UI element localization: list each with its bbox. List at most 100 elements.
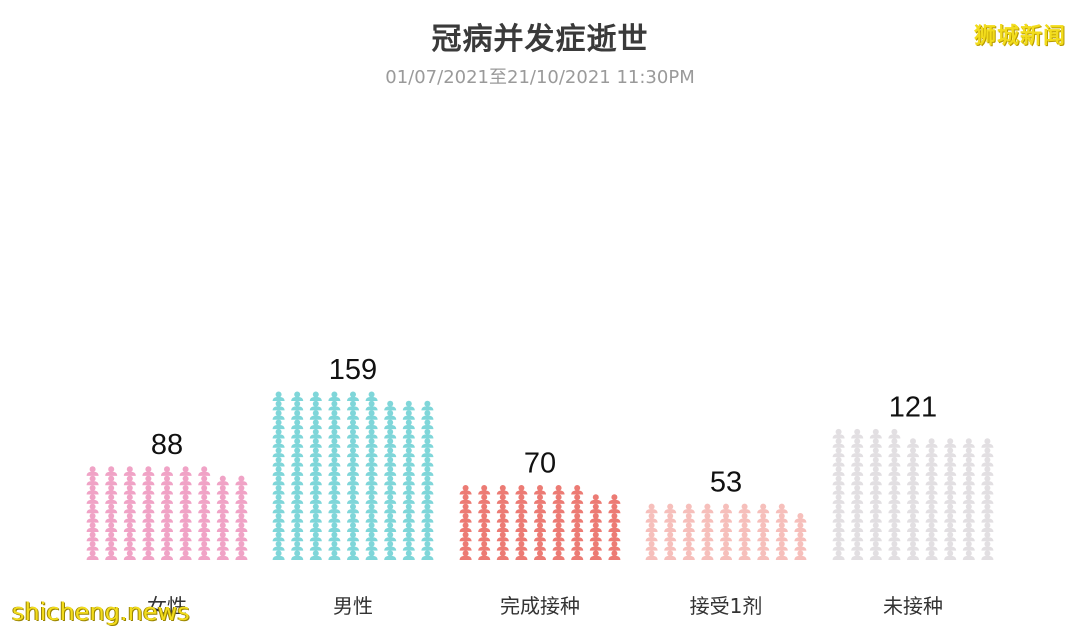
person-icon [328,531,341,542]
person-icon [272,503,285,514]
person-icon [720,550,732,560]
person-icon [384,400,397,411]
person-icon [86,522,99,532]
person-icon [645,550,658,560]
person-icon [775,550,788,560]
person-icon [608,522,621,532]
person-icon [309,522,322,532]
person-icon [328,400,341,411]
person-icon [328,494,341,504]
person-icon [365,522,378,532]
person-icon [86,475,99,486]
category-label: 接受1剂 [690,594,763,618]
person-icon [981,456,994,467]
person-icon [478,522,491,532]
person-icon [105,522,118,532]
person-icon [309,391,322,402]
person-icon [421,419,434,430]
person-icon [944,550,957,560]
person-icon [571,513,584,523]
person-icon [365,438,378,448]
person-icon [851,475,864,486]
person-icon [421,513,434,523]
person-icon [421,503,434,514]
person-icon [365,513,378,523]
person-icon [888,531,901,542]
person-icon [869,531,882,542]
person-icon [161,503,173,514]
person-icon [888,541,901,551]
person-icon [291,484,304,495]
person-icon [944,447,957,458]
person-icon [645,522,658,532]
person-icon [384,522,397,532]
brand-logo: 狮城新闻 [973,24,1066,49]
person-icon [832,475,845,486]
person-icon [925,447,938,458]
person-icon [981,484,994,495]
person-icon [235,503,248,514]
person-icon [86,550,99,560]
person-icon [105,494,118,504]
person-icon [347,391,359,402]
person-icon [272,522,285,532]
person-icon [925,466,938,476]
person-icon [421,531,434,542]
person-icon [105,550,118,560]
person-icon [291,428,304,439]
person-icon [179,494,192,504]
person-icon [272,391,285,402]
person-icon [981,466,994,476]
person-icon [851,484,864,495]
person-icon [365,391,378,402]
person-icon [962,466,975,476]
person-icon [105,513,118,523]
person-icon [365,456,378,467]
person-icon [944,494,957,504]
person-icon [757,541,770,551]
person-icon [328,466,341,476]
person-icon [105,466,118,476]
person-icon [962,484,975,495]
person-icon [142,494,155,504]
person-icon [534,484,546,495]
person-icon [775,541,788,551]
person-icon [161,541,173,551]
person-icon [384,484,397,495]
person-icon [347,494,359,504]
person-icon [421,438,434,448]
person-icon [869,438,882,448]
person-icon [347,466,359,476]
person-icon [664,531,677,542]
person-icon [402,466,415,476]
person-icon [701,550,714,560]
person-icon [682,550,695,560]
person-icon [720,531,732,542]
person-icon [309,475,322,486]
person-icon [347,503,359,514]
person-icon [888,494,901,504]
person-icon [365,550,378,560]
person-icon [832,522,845,532]
person-icon [86,531,99,542]
person-icon [869,541,882,551]
person-icon [552,513,565,523]
person-icon [384,456,397,467]
person-icon [309,447,322,458]
person-icon [309,456,322,467]
person-icon [291,466,304,476]
person-icon [402,456,415,467]
person-icon [123,503,136,514]
person-icon [720,513,732,523]
person-icon [925,531,938,542]
person-icon [907,475,919,486]
person-icon [534,541,546,551]
person-icon [235,531,248,542]
person-icon [981,503,994,514]
person-icon [571,531,584,542]
person-icon [794,550,807,560]
person-icon [328,484,341,495]
person-icon [552,494,565,504]
person-icon [925,522,938,532]
person-icon [478,503,491,514]
